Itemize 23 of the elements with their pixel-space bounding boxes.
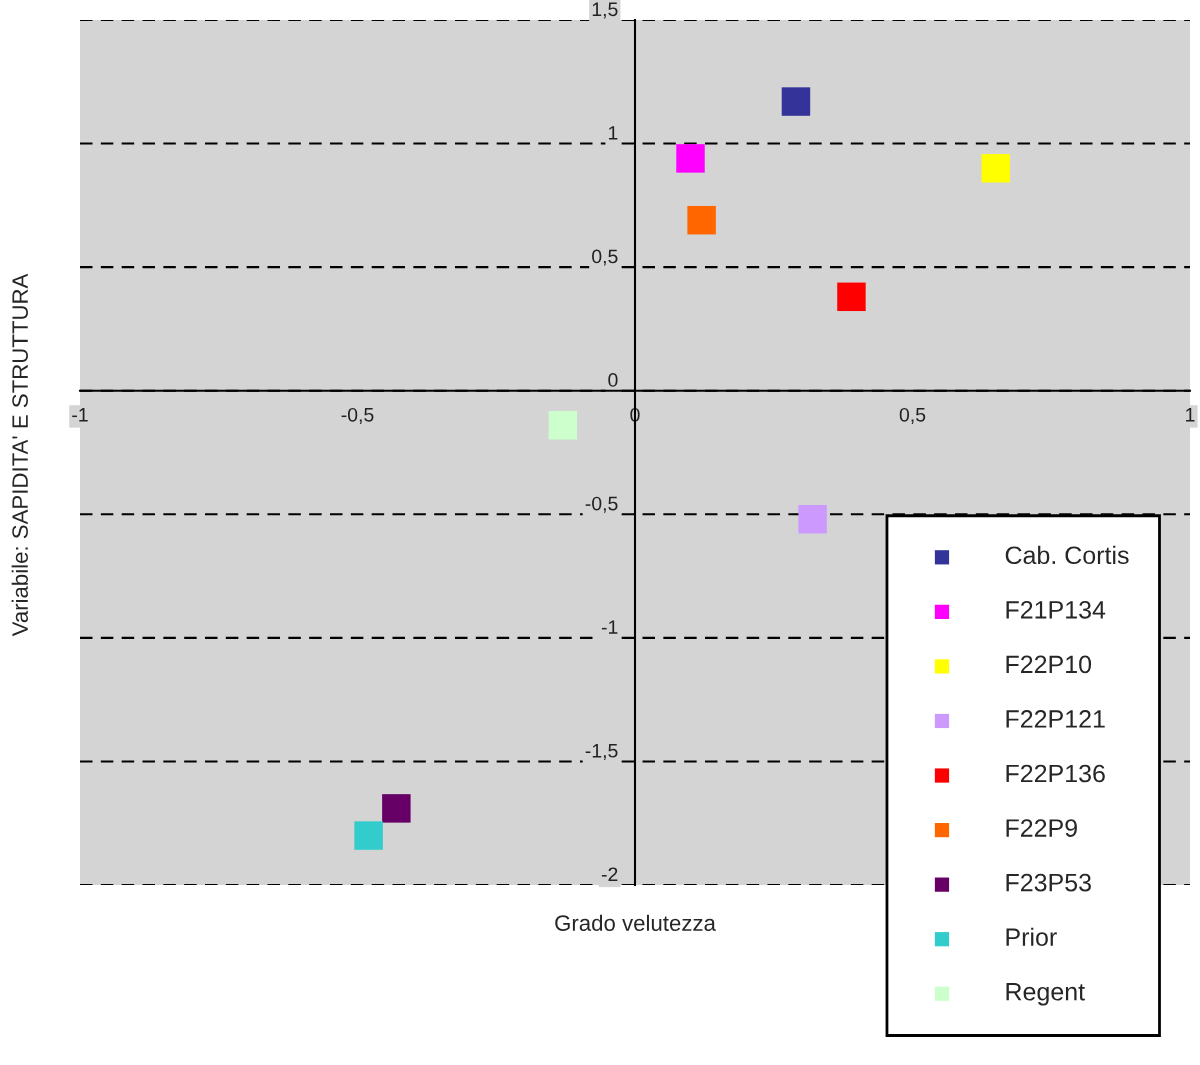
x-tick-label: 1 (1186, 408, 1195, 422)
x-tick-label: -1 (72, 408, 88, 422)
legend-label: F22P9 (1006, 819, 1077, 837)
y-tick-label: 0,5 (592, 249, 618, 266)
legend-label: Regent (1006, 983, 1085, 1006)
legend-label: F22P136 (1006, 764, 1105, 783)
x-axis-title: Grado velutezza (555, 914, 716, 931)
y-tick-label: 1,5 (592, 2, 618, 19)
y-tick-label: -1 (601, 620, 618, 634)
legend-label: F22P10 (1006, 655, 1092, 674)
y-tick-label: 0 (608, 373, 618, 387)
legend-label: Cab. Cortis (1005, 545, 1129, 565)
y-tick-label: -0,5 (585, 496, 618, 513)
legend-label: F22P121 (1006, 710, 1105, 728)
x-tick-label: 0,5 (899, 407, 926, 424)
legend-label: F23P53 (1006, 873, 1091, 892)
y-tick-label: -2 (601, 867, 618, 881)
legend-label: F21P134 (1006, 600, 1106, 619)
y-tick-label: 1 (609, 126, 618, 140)
y-tick-label: -1,5 (585, 744, 618, 760)
x-tick-label: -0,5 (341, 407, 374, 424)
y-axis-title: Variabile: SAPIDITA' E STRUTTURA (11, 273, 28, 637)
legend-label: Prior (1006, 927, 1057, 946)
